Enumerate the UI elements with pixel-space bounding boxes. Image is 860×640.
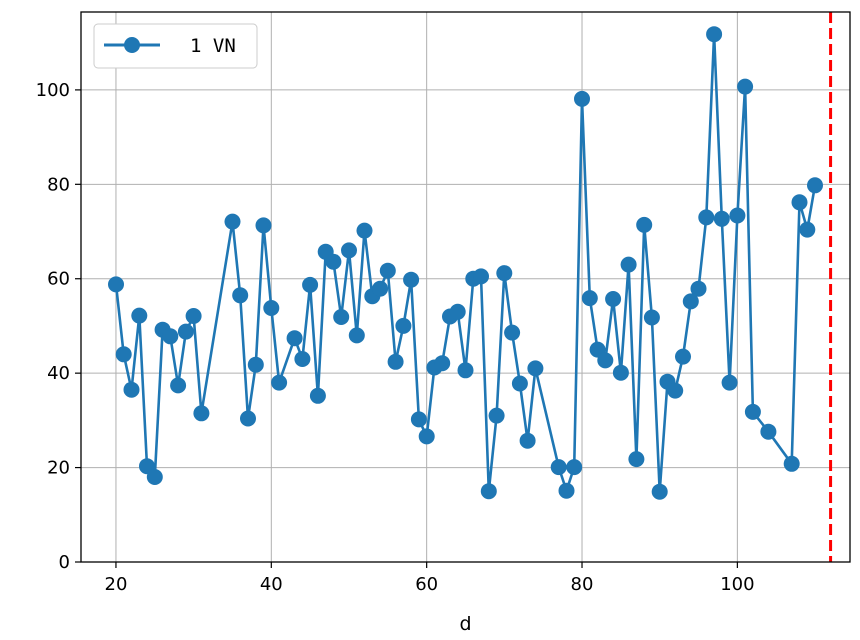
- data-point: [403, 271, 420, 288]
- data-point: [372, 280, 389, 297]
- data-point: [123, 381, 140, 398]
- data-point: [605, 291, 622, 307]
- y-tick-label: 80: [47, 174, 70, 195]
- y-tick-label: 20: [47, 458, 70, 479]
- data-point: [682, 293, 699, 310]
- data-point: [807, 177, 823, 194]
- data-point: [193, 405, 210, 422]
- data-point: [550, 459, 567, 476]
- data-point: [247, 356, 264, 373]
- data-point: [255, 217, 272, 234]
- data-point: [519, 432, 536, 449]
- data-point: [527, 360, 544, 377]
- y-tick-label: 100: [36, 80, 70, 101]
- legend: 1 VN: [93, 23, 258, 69]
- x-tick-label: 60: [415, 574, 438, 595]
- data-point: [348, 327, 365, 344]
- data-point: [737, 78, 754, 95]
- data-point: [309, 387, 326, 404]
- data-point: [698, 209, 715, 226]
- x-tick-label: 40: [260, 574, 283, 595]
- data-point: [263, 300, 280, 316]
- legend-entry-label: 1 VN: [190, 35, 236, 57]
- data-point: [387, 353, 404, 370]
- data-point: [232, 287, 249, 304]
- data-point: [651, 483, 668, 500]
- data-point: [418, 428, 435, 445]
- data-point: [379, 262, 396, 279]
- data-point: [146, 469, 163, 485]
- data-point: [170, 377, 187, 394]
- data-point: [690, 280, 707, 297]
- data-point: [620, 256, 637, 273]
- data-point: [504, 324, 521, 341]
- data-point: [480, 483, 497, 500]
- data-point: [333, 309, 350, 325]
- plot-frame: [80, 11, 851, 563]
- data-point: [706, 26, 723, 43]
- data-point: [325, 253, 342, 270]
- data-point: [341, 242, 357, 259]
- data-point: [791, 194, 808, 211]
- data-point: [302, 276, 319, 293]
- data-point: [760, 423, 777, 440]
- data-point: [636, 216, 653, 233]
- data-point: [185, 308, 202, 324]
- data-point: [496, 265, 513, 282]
- y-tick-label: 0: [59, 552, 70, 573]
- data-point: [744, 403, 761, 420]
- data-point: [177, 323, 194, 340]
- x-axis-label: d: [459, 613, 471, 635]
- data-point: [566, 459, 583, 476]
- data-point: [643, 309, 660, 326]
- data-point: [558, 482, 575, 499]
- data-point: [395, 317, 412, 334]
- data-point: [628, 451, 645, 468]
- x-tick-label: 20: [105, 574, 128, 595]
- data-point: [271, 374, 288, 391]
- data-point: [286, 330, 303, 347]
- data-point: [240, 410, 256, 427]
- series-line: [114, 32, 817, 494]
- data-point: [667, 382, 684, 399]
- y-tick-label: 40: [47, 363, 70, 384]
- data-point: [108, 276, 124, 293]
- data-point: [675, 348, 691, 365]
- data-point: [729, 207, 746, 224]
- data-point: [721, 374, 738, 391]
- legend-box: [93, 23, 258, 69]
- series-layer: [108, 26, 823, 500]
- axis-ticks: 20 40 60 80 100 0 20 40 60 80 100: [36, 80, 755, 595]
- data-point: [449, 303, 466, 320]
- data-point: [356, 222, 373, 239]
- data-point: [612, 364, 629, 381]
- data-point: [457, 362, 474, 379]
- data-point: [224, 213, 241, 230]
- data-point: [488, 407, 505, 424]
- data-point: [783, 455, 800, 472]
- data-point: [294, 351, 311, 367]
- data-point: [434, 355, 451, 372]
- data-point: [799, 221, 816, 238]
- data-point: [410, 411, 427, 428]
- data-point: [131, 307, 148, 324]
- legend-marker-swatch: [124, 37, 140, 53]
- x-tick-label: 100: [720, 574, 754, 595]
- data-point: [473, 268, 489, 285]
- data-point: [713, 210, 730, 227]
- data-point: [597, 352, 614, 369]
- data-point: [581, 290, 598, 307]
- data-point: [115, 346, 132, 363]
- data-point: [574, 90, 590, 107]
- data-point: [162, 328, 179, 345]
- y-tick-label: 60: [47, 269, 70, 290]
- x-tick-label: 80: [571, 574, 594, 595]
- data-point: [511, 375, 528, 392]
